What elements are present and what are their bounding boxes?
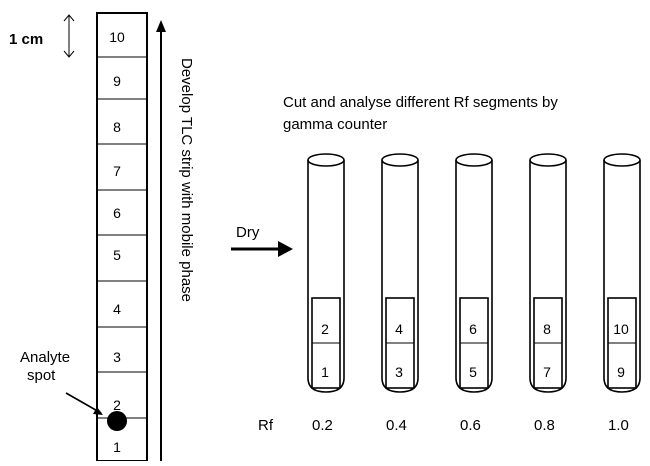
analyte-label-line1: Analyte [20, 350, 70, 365]
tube-segment-top-label: 4 [389, 322, 409, 336]
tube-rf-value: 0.2 [312, 418, 333, 433]
tube [308, 154, 344, 392]
strip-segment-label: 2 [107, 398, 127, 412]
tube-segment-bottom-label: 3 [389, 365, 409, 379]
tube-body [308, 160, 344, 392]
cut-label-line2: gamma counter [283, 117, 387, 132]
tube-segment-top-label: 2 [315, 322, 335, 336]
tube [530, 154, 566, 392]
tube-segment-top-label: 6 [463, 322, 483, 336]
strip-segment-label: 9 [107, 74, 127, 88]
tubes-group [308, 154, 640, 392]
tube-rim [456, 154, 492, 166]
dry-label: Dry [236, 225, 259, 240]
develop-label: Develop TLC strip with mobile phase [179, 58, 194, 302]
strip-segment-label: 8 [107, 120, 127, 134]
tube [382, 154, 418, 392]
tube-segment-top-label: 10 [611, 322, 631, 336]
dry-arrow [231, 241, 293, 257]
strip-segment-label: 1 [107, 440, 127, 454]
tube-body [382, 160, 418, 392]
rf-axis-label: Rf [258, 418, 273, 433]
tube-rf-value: 0.8 [534, 418, 555, 433]
tube-rim [530, 154, 566, 166]
strip-segment-label: 10 [107, 30, 127, 44]
tube-body [530, 160, 566, 392]
tube-rim [604, 154, 640, 166]
tube-segment-bottom-label: 5 [463, 365, 483, 379]
tube-rf-value: 0.6 [460, 418, 481, 433]
analyte-label-line2: spot [27, 368, 55, 383]
strip-segment-label: 4 [107, 302, 127, 316]
strip-segment-label: 6 [107, 206, 127, 220]
tube [604, 154, 640, 392]
tube-segment-top-label: 8 [537, 322, 557, 336]
strip-segment-label: 5 [107, 248, 127, 262]
analyte-spot [107, 411, 127, 431]
scale-label: 1 cm [9, 32, 43, 47]
tube-rf-value: 0.4 [386, 418, 407, 433]
strip-segment-label: 7 [107, 164, 127, 178]
strip-segment-label: 3 [107, 350, 127, 364]
tube-segment-bottom-label: 9 [611, 365, 631, 379]
tube-rf-value: 1.0 [608, 418, 629, 433]
tube [456, 154, 492, 392]
tube-segment-bottom-label: 1 [315, 365, 335, 379]
tube-rim [382, 154, 418, 166]
cut-label-line1: Cut and analyse different Rf segments by [283, 95, 558, 110]
develop-arrow [156, 20, 166, 461]
tube-body [604, 160, 640, 392]
tube-body [456, 160, 492, 392]
tube-segment-bottom-label: 7 [537, 365, 557, 379]
scale-arrow [64, 15, 74, 57]
tube-rim [308, 154, 344, 166]
